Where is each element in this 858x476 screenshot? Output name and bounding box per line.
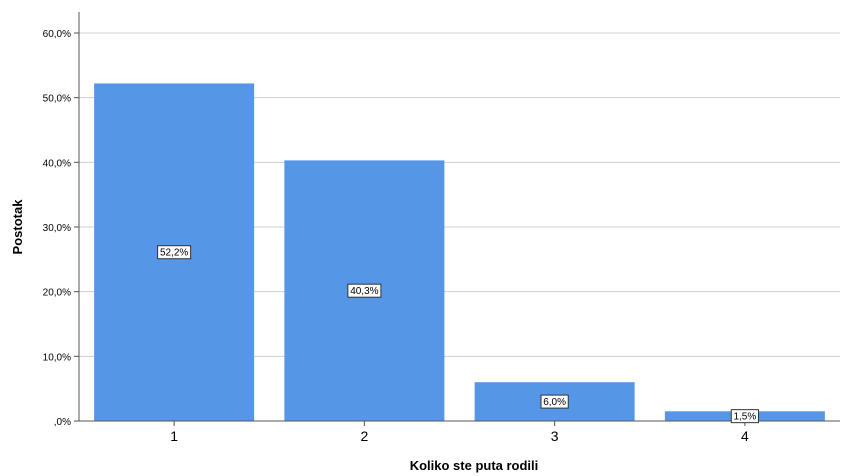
x-tick-label: 2 (360, 428, 368, 444)
y-tick-label: 60,0% (43, 29, 71, 40)
data-label: 1,5% (730, 409, 759, 424)
data-label-box (540, 394, 569, 409)
x-tick-label: 1 (170, 428, 178, 444)
data-label-text: 6,0% (543, 397, 566, 408)
y-tick-label: 50,0% (43, 94, 71, 105)
y-tick-label: ,0% (54, 417, 71, 428)
y-axis-title: Postotak (10, 199, 25, 255)
bars (94, 83, 825, 422)
data-label-box (730, 409, 759, 424)
y-tick-label: 10,0% (43, 352, 71, 363)
data-label: 40,3% (347, 283, 382, 298)
data-labels: 52,2% 40,3% 6,0% 1,5% (157, 245, 759, 424)
y-tick-labels: ,0% 10,0% 20,0% 30,0% 40,0% 50,0% 60,0% (43, 29, 71, 428)
y-tick-label: 30,0% (43, 223, 71, 234)
data-label-text: 1,5% (733, 412, 756, 423)
axes (74, 12, 840, 426)
data-label: 52,2% (157, 245, 192, 260)
data-label-box (347, 283, 382, 298)
x-axis-title: Koliko ste puta rodili (410, 458, 539, 473)
x-tick-label: 3 (551, 428, 559, 444)
x-tick-label: 4 (741, 428, 749, 444)
data-label: 6,0% (540, 394, 569, 409)
y-tick-label: 40,0% (43, 158, 71, 169)
y-tick-label: 20,0% (43, 288, 71, 299)
data-label-box (157, 245, 192, 260)
x-tick-labels: 1 2 3 4 (170, 428, 749, 444)
data-label-text: 40,3% (350, 286, 378, 297)
data-label-text: 52,2% (160, 248, 188, 259)
